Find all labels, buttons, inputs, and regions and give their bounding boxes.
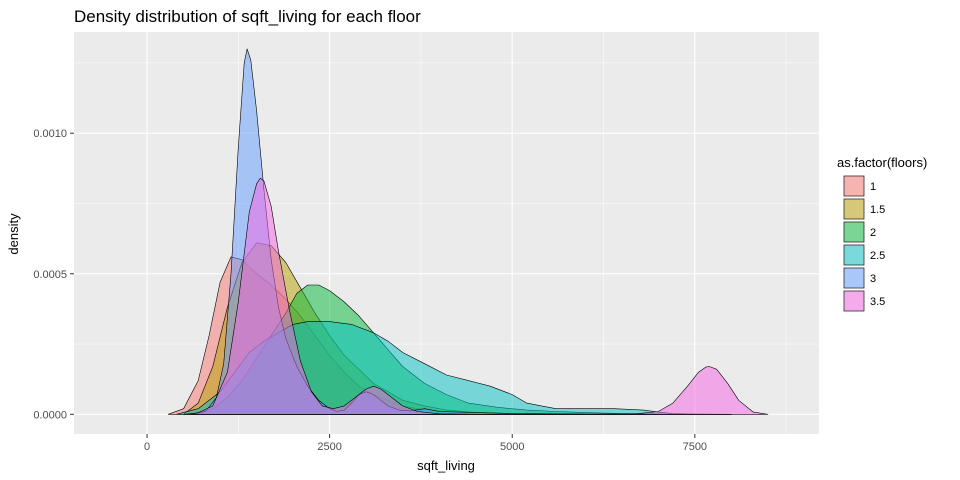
- legend: as.factor(floors) 1 1.5 2 2.5 3 3.5: [837, 155, 927, 312]
- x-tick-label: 7500: [683, 441, 707, 453]
- legend-swatch-1: [843, 175, 865, 197]
- chart-title: Density distribution of sqft_living for …: [74, 7, 421, 26]
- legend-label-3.5: 3.5: [870, 296, 885, 308]
- legend-swatch-3: [843, 267, 865, 289]
- x-axis-label: sqft_living: [417, 458, 475, 473]
- density-area-3.5: [183, 177, 769, 415]
- axis-ticks: 0 2500 5000 7500 0.0000 0.0005 0.0010: [33, 128, 707, 453]
- legend-swatch-1.5: [843, 198, 865, 220]
- legend-label-1: 1: [870, 181, 876, 193]
- legend-label-1.5: 1.5: [870, 204, 885, 216]
- x-tick-label: 5000: [500, 441, 524, 453]
- legend-swatch-3.5: [843, 290, 865, 312]
- y-tick-label: 0.0000: [33, 409, 67, 421]
- legend-title: as.factor(floors): [837, 155, 927, 170]
- legend-swatch-2: [843, 221, 865, 243]
- legend-label-3: 3: [870, 273, 876, 285]
- y-tick-label: 0.0005: [33, 269, 67, 281]
- legend-label-2.5: 2.5: [870, 250, 885, 262]
- legend-swatch-2.5: [843, 244, 865, 266]
- plot-panel: [74, 32, 819, 434]
- y-axis-label: density: [6, 213, 21, 255]
- y-tick-label: 0.0010: [33, 128, 67, 140]
- x-tick-label: 2500: [317, 441, 341, 453]
- x-tick-label: 0: [144, 441, 150, 453]
- legend-label-2: 2: [870, 227, 876, 239]
